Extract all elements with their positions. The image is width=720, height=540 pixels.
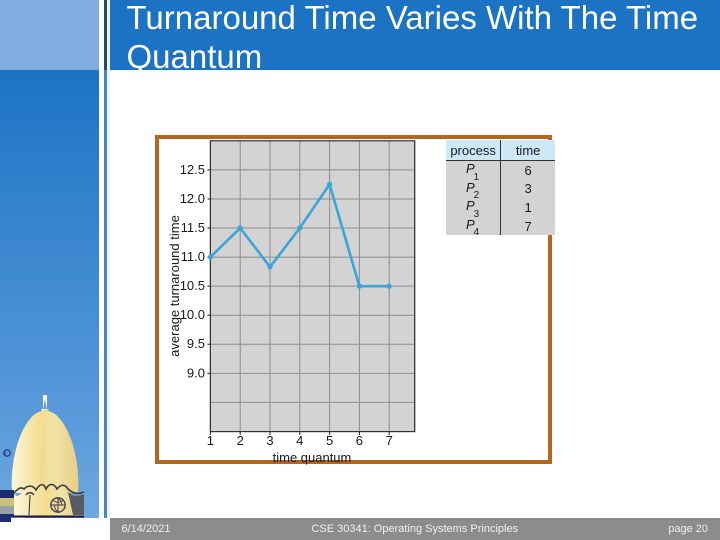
svg-text:12.0: 12.0 [180, 191, 205, 206]
svg-text:11.5: 11.5 [181, 220, 205, 235]
svg-text:10.0: 10.0 [180, 307, 205, 322]
svg-text:9.0: 9.0 [187, 365, 205, 380]
svg-text:7: 7 [386, 433, 393, 448]
svg-text:4: 4 [296, 433, 303, 448]
svg-text:3: 3 [266, 433, 273, 448]
svg-text:11.0: 11.0 [181, 249, 205, 264]
svg-text:12.5: 12.5 [180, 162, 205, 177]
svg-text:time quantum: time quantum [273, 450, 352, 465]
svg-text:9.5: 9.5 [187, 336, 205, 351]
svg-text:6: 6 [356, 433, 363, 448]
svg-text:10.5: 10.5 [180, 278, 205, 293]
svg-text:1: 1 [207, 433, 214, 448]
svg-text:c: c [4, 451, 7, 457]
svg-text:5: 5 [326, 433, 333, 448]
svg-text:average turnaround time: average turnaround time [167, 215, 182, 357]
svg-text:2: 2 [237, 433, 244, 448]
